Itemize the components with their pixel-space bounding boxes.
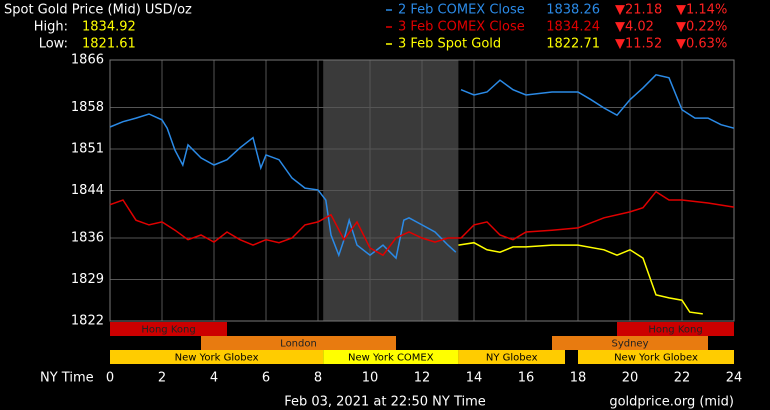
y-tick-label: 1829 (71, 272, 104, 287)
high-value: 1834.92 (82, 20, 136, 35)
price-line (460, 73, 735, 129)
y-tick-label: 1822 (71, 314, 104, 329)
y-tick-label: 1858 (71, 100, 104, 115)
x-tick-label: 14 (466, 371, 483, 386)
source: goldprice.org (mid) (609, 395, 734, 410)
low-value: 1821.61 (82, 37, 136, 52)
y-tick-label: 1866 (71, 53, 104, 68)
legend-change: ▼21.18 (615, 3, 662, 18)
x-tick-label: 24 (726, 371, 743, 386)
session-label: Sydney (611, 339, 648, 350)
session-bar (323, 350, 459, 364)
legend-label: 3 Feb Spot Gold (398, 37, 501, 52)
x-axis-label: NY Time (40, 371, 94, 386)
price-line (458, 241, 703, 315)
session-label: New York COMEX (348, 353, 434, 364)
y-tick-label: 1844 (71, 183, 104, 198)
x-tick-label: 6 (262, 371, 270, 386)
session-bar (578, 350, 734, 364)
legend-change-pct: ▼0.63% (676, 37, 727, 52)
y-tick-label: 1851 (71, 141, 104, 156)
high-label: High: (34, 20, 68, 35)
x-tick-label: 12 (414, 371, 431, 386)
session-label: Hong Kong (141, 325, 195, 336)
session-label: London (280, 339, 317, 350)
legend-close: 1834.24 (546, 20, 600, 35)
session-bar (458, 350, 565, 364)
legend-close: 1822.71 (546, 37, 600, 52)
x-tick-label: 8 (314, 371, 322, 386)
legend-change-pct: ▼0.22% (676, 20, 727, 35)
x-tick-label: 4 (210, 371, 218, 386)
session-label: NY Globex (486, 353, 538, 364)
legend-close: 1838.26 (546, 3, 600, 18)
low-label: Low: (39, 37, 68, 52)
session-bar (201, 336, 396, 350)
session-bar (552, 336, 708, 350)
legend-change: ▼4.02 (615, 20, 654, 35)
price-line (109, 113, 457, 260)
x-tick-label: 22 (674, 371, 691, 386)
x-tick-label: 18 (570, 371, 587, 386)
x-tick-label: 20 (622, 371, 639, 386)
legend-label: 3 Feb COMEX Close (398, 20, 525, 35)
x-tick-label: 10 (362, 371, 379, 386)
session-label: New York Globex (175, 353, 259, 364)
chart-title: Spot Gold Price (Mid) USD/oz (4, 3, 192, 18)
x-tick-label: 16 (518, 371, 535, 386)
plot-border (109, 59, 735, 322)
session-bar (617, 322, 734, 336)
y-tick-label: 1836 (71, 230, 104, 245)
session-bar (110, 322, 227, 336)
legend-label: 2 Feb COMEX Close (398, 3, 525, 18)
session-label: Hong Kong (648, 325, 702, 336)
price-line (109, 190, 735, 257)
session-label: New York Globex (614, 353, 698, 364)
legend-change: ▼11.52 (615, 37, 662, 52)
x-tick-label: 0 (106, 371, 114, 386)
session-bar (110, 350, 324, 364)
x-tick-label: 2 (158, 371, 166, 386)
footer: Feb 03, 2021 at 22:50 NY Time (284, 395, 486, 410)
legend-change-pct: ▼1.14% (676, 3, 727, 18)
